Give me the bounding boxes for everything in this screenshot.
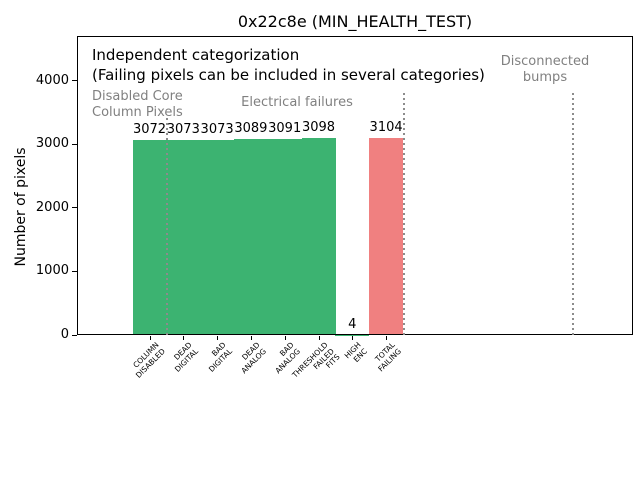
bar — [267, 138, 302, 335]
y-tick-label: 3000 — [35, 136, 69, 152]
x-tick-mark — [386, 336, 388, 340]
bar-value-label: 3091 — [268, 120, 302, 136]
bar — [166, 139, 201, 335]
x-tick-mark — [217, 336, 219, 340]
bar — [132, 139, 167, 335]
y-tick-label: 2000 — [35, 199, 69, 215]
bar-value-label: 3073 — [200, 121, 234, 137]
bar — [301, 138, 336, 335]
annotation-heading: Independent categorization — [92, 46, 300, 64]
bar-value-label: 3072 — [132, 121, 167, 137]
x-tick-mark — [250, 336, 252, 340]
annotation-subheading: (Failing pixels can be included in sever… — [92, 66, 485, 84]
x-tick-mark — [149, 336, 151, 340]
y-tick-label: 4000 — [35, 72, 69, 88]
bar-value-label: 3089 — [234, 120, 268, 136]
x-tick-mark — [352, 336, 354, 340]
bar-value-label: 3104 — [369, 119, 403, 135]
y-tick-mark — [72, 80, 77, 82]
region-label: Disconnected bumps — [500, 54, 590, 85]
region-divider-line — [403, 93, 405, 335]
region-label: Disabled Core Column Pixels — [92, 89, 183, 120]
y-tick-label: 1000 — [35, 263, 69, 279]
bar — [369, 137, 404, 335]
x-tick-mark — [183, 336, 185, 340]
y-tick-mark — [72, 334, 77, 336]
y-tick-mark — [72, 270, 77, 272]
region-divider-line — [572, 93, 574, 335]
x-tick-mark — [318, 336, 320, 340]
region-divider-line — [165, 118, 168, 335]
y-tick-mark — [72, 143, 77, 145]
bar-value-label: 4 — [348, 316, 357, 332]
bar-value-label: 3073 — [166, 121, 200, 137]
chart-title: 0x22c8e (MIN_HEALTH_TEST) — [237, 12, 473, 31]
bar — [200, 139, 235, 335]
y-tick-mark — [72, 207, 77, 209]
bar — [233, 138, 268, 335]
bar-value-label: 3098 — [301, 120, 336, 136]
x-axis-line — [77, 334, 633, 335]
x-tick-mark — [284, 336, 286, 340]
region-label: Electrical failures — [241, 95, 353, 110]
y-tick-label: 0 — [60, 327, 69, 342]
